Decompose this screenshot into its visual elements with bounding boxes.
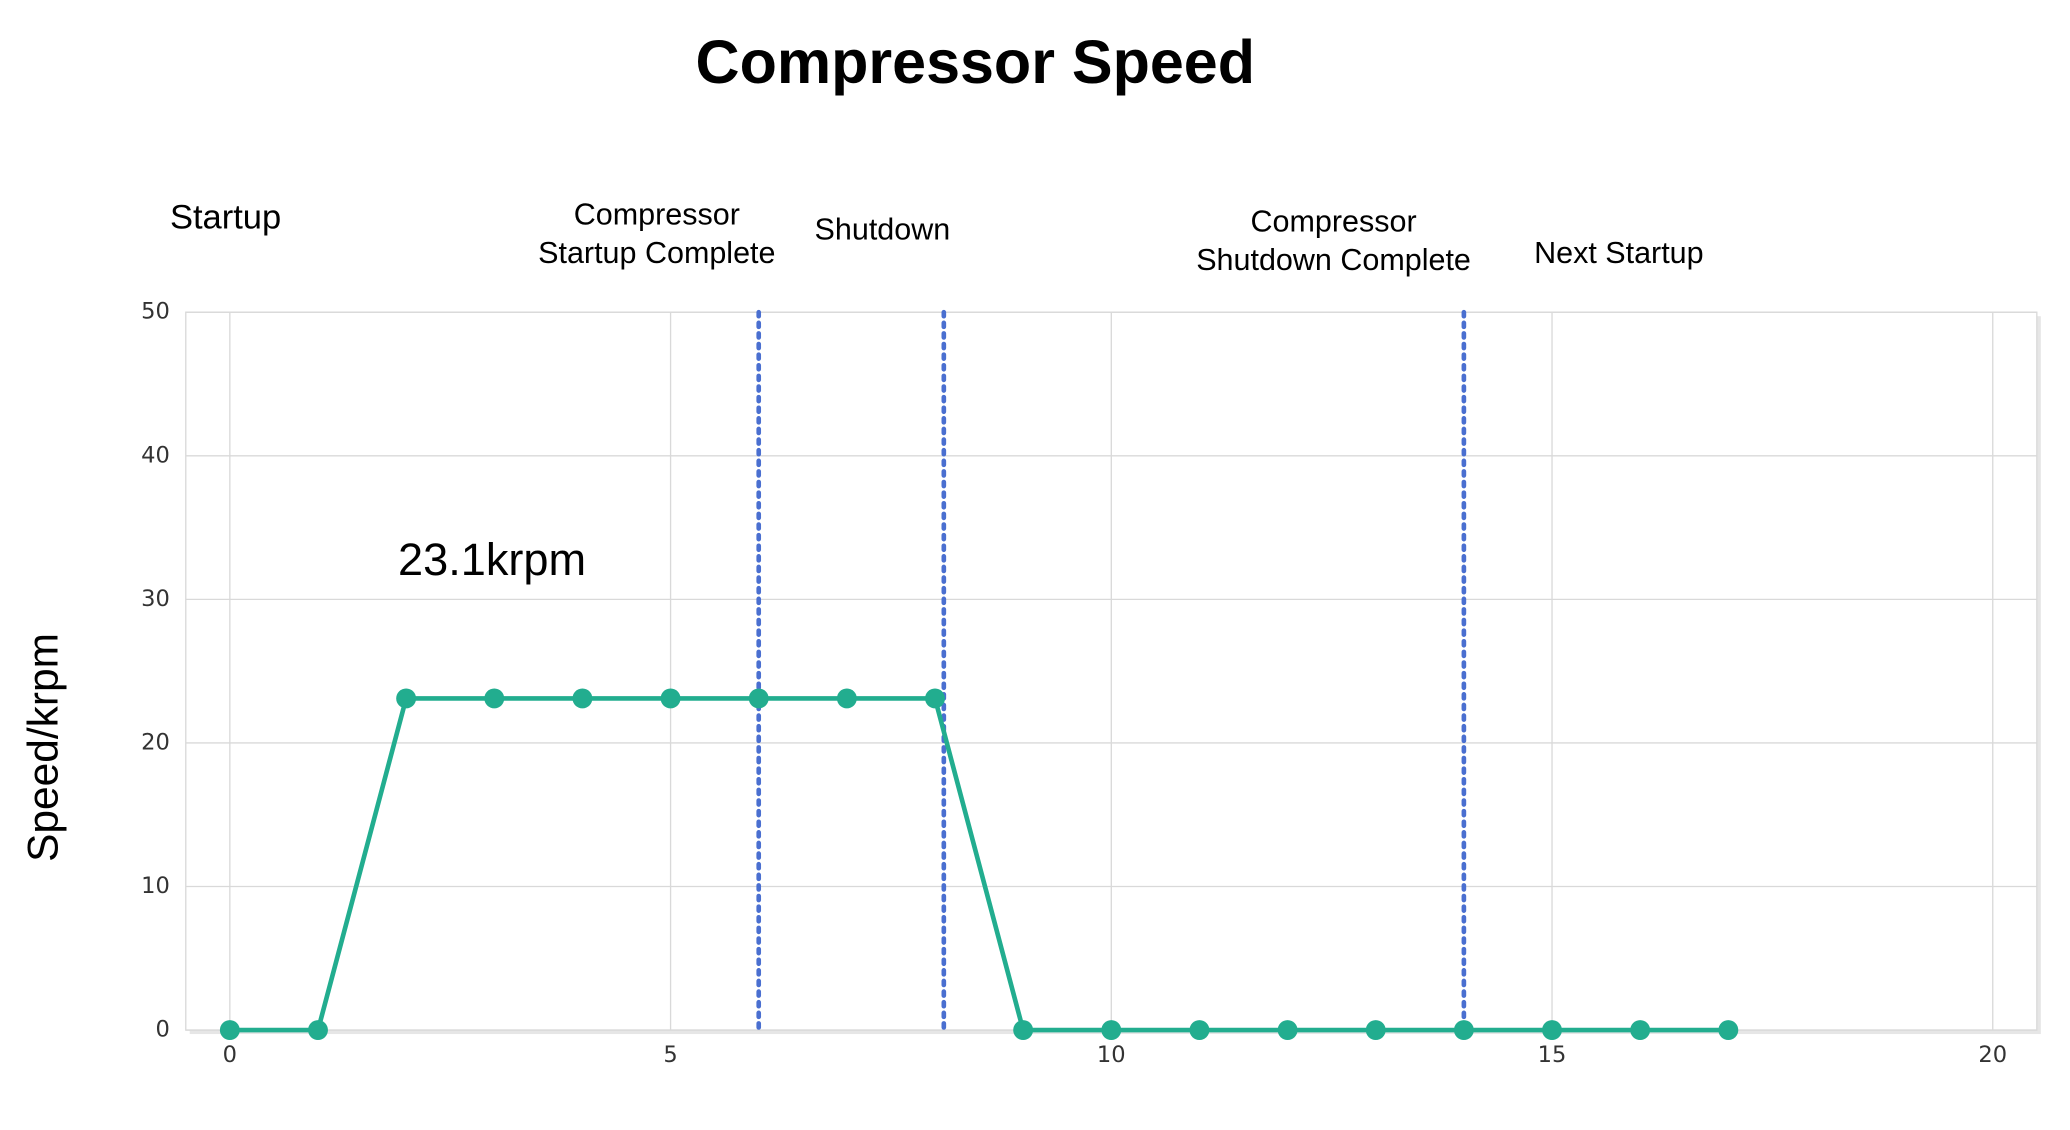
x-tick-label: 15	[1538, 1042, 1567, 1068]
y-tick-label: 0	[155, 1017, 169, 1043]
point	[1101, 1020, 1122, 1041]
point	[1277, 1020, 1298, 1041]
point	[396, 688, 417, 709]
annotation: Shutdown	[815, 212, 951, 246]
annotation: Next Startup	[1534, 236, 1704, 270]
y-tick-label: 40	[141, 442, 170, 468]
annotation: Compressor	[1251, 204, 1417, 238]
point	[925, 688, 945, 709]
y-tick-label: 10	[141, 873, 170, 899]
x-tick-label: 0	[223, 1042, 237, 1068]
point	[484, 688, 505, 709]
point	[1718, 1020, 1739, 1041]
point	[1013, 1020, 1034, 1041]
annotation: Compressor	[574, 198, 740, 232]
point	[1542, 1020, 1562, 1041]
point	[1189, 1020, 1210, 1041]
point	[660, 688, 681, 709]
annotation: Shutdown Complete	[1196, 243, 1471, 277]
x-tick-label: 20	[1978, 1042, 2007, 1068]
point	[572, 688, 593, 709]
line	[229, 696, 1729, 1033]
chart-title: Compressor Speed	[696, 28, 1255, 96]
point	[836, 688, 857, 709]
value-label: 23.1krpm	[398, 534, 586, 585]
point	[219, 1020, 240, 1041]
point	[308, 1020, 328, 1041]
y-tick-label: 50	[141, 299, 170, 325]
x-tick-label: 10	[1097, 1042, 1126, 1068]
x-tick-label: 5	[663, 1042, 677, 1068]
point	[1630, 1020, 1651, 1041]
y-tick-label: 30	[141, 586, 170, 612]
y-tick-label: 20	[141, 729, 170, 755]
point	[1365, 1020, 1386, 1041]
annotation: Startup Complete	[538, 236, 775, 270]
annotation: Startup	[170, 198, 281, 236]
y-axis-label: Speed/krpm	[20, 633, 67, 862]
point	[748, 688, 769, 709]
point	[1453, 1020, 1474, 1041]
